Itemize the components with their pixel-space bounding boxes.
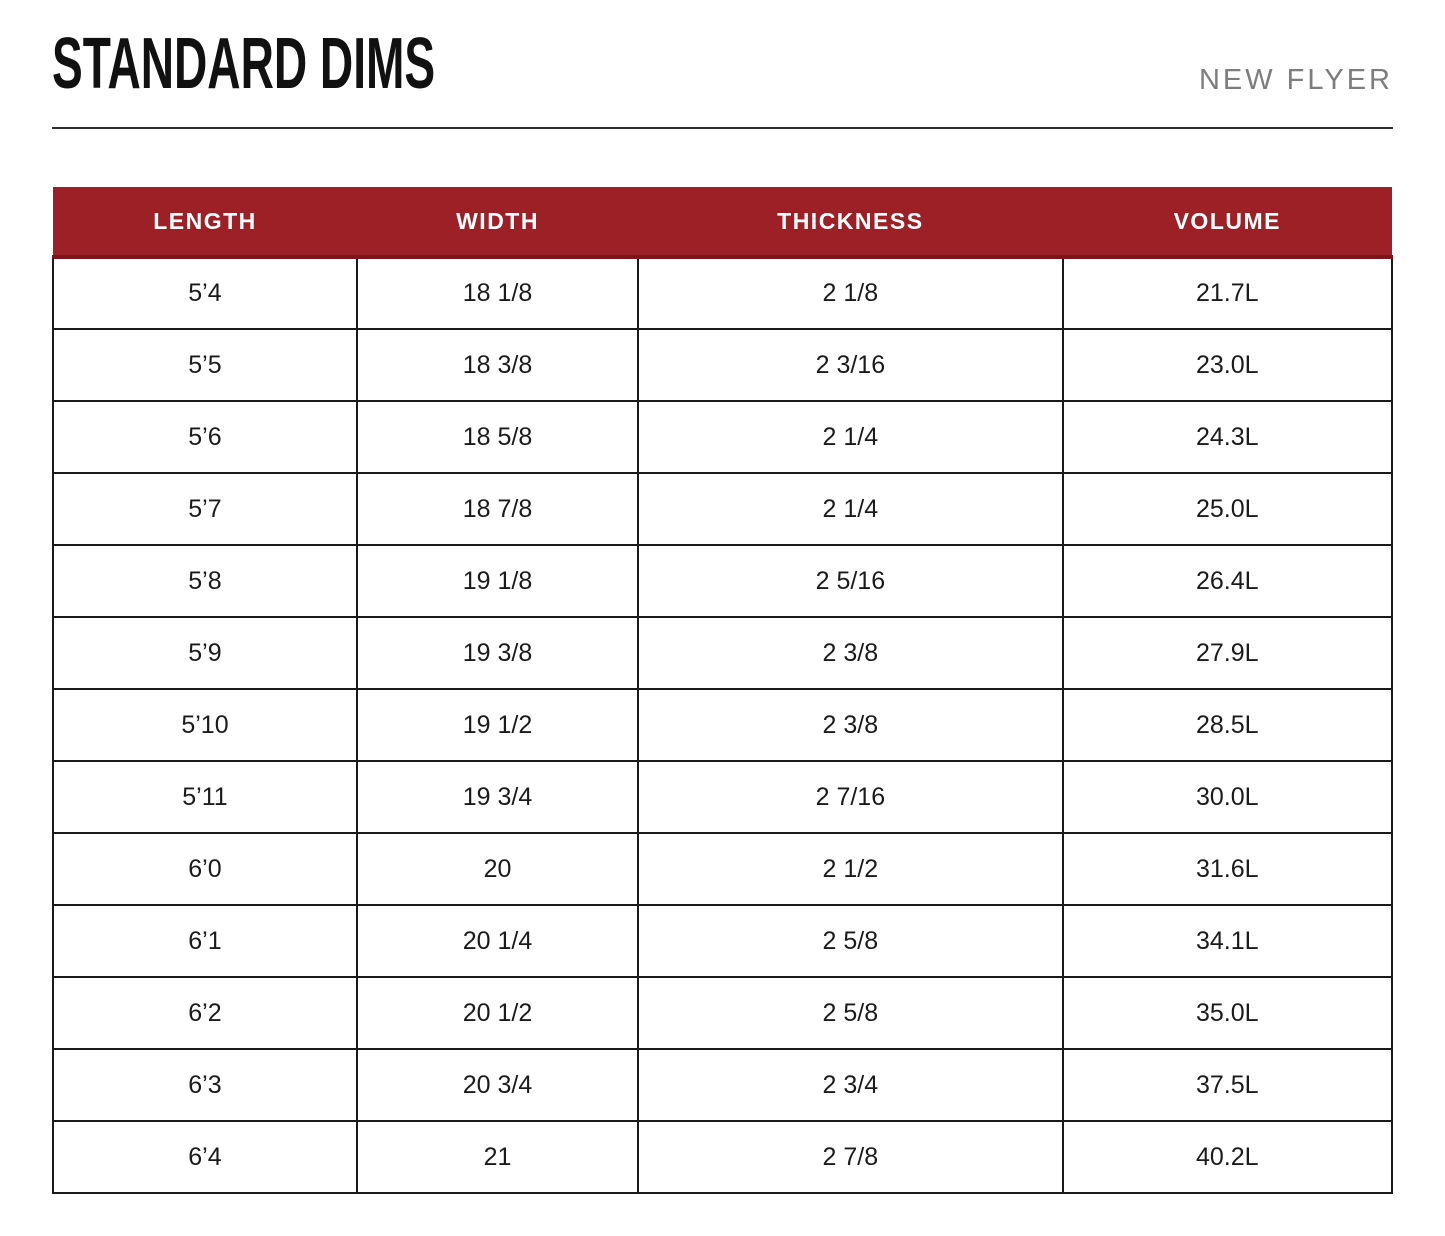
dims-table-body: 5’4 18 1/8 2 1/8 21.7L 5’5 18 3/8 2 3/16 23.0L 5… (52, 256, 1394, 1194)
table-cell: 2 3/8 (637, 616, 1064, 690)
table-cell: 27.9L (1061, 616, 1394, 690)
table-row: 6’1 20 1/4 2 5/8 34.1L (52, 904, 1394, 978)
table-cell: 37.5L (1061, 1048, 1394, 1122)
table-cell: 20 (355, 832, 640, 906)
column-header-length: LENGTH (53, 187, 357, 259)
table-cell: 20 1/2 (355, 976, 640, 1050)
table-row: 5’5 18 3/8 2 3/16 23.0L (52, 328, 1394, 402)
table-cell: 28.5L (1061, 688, 1394, 762)
table-cell: 18 3/8 (355, 328, 640, 402)
table-cell: 19 1/8 (355, 544, 640, 618)
table-cell: 19 1/2 (355, 688, 640, 762)
table-cell: 5’8 (52, 544, 358, 618)
table-cell: 2 3/8 (637, 688, 1064, 762)
table-cell: 6’1 (52, 904, 358, 978)
dims-table: LENGTH WIDTH THICKNESS VOLUME 5’4 18 1/8 2… (52, 187, 1394, 1194)
table-cell: 25.0L (1061, 472, 1394, 546)
table-cell: 21.7L (1061, 256, 1394, 330)
header-row: LENGTH WIDTH THICKNESS VOLUME (53, 187, 1392, 259)
table-row: 5’9 19 3/8 2 3/8 27.9L (52, 616, 1394, 690)
table-cell: 31.6L (1061, 832, 1394, 906)
table-cell: 2 7/16 (637, 760, 1064, 834)
table-row: 6’0 20 2 1/2 31.6L (52, 832, 1394, 906)
table-cell: 19 3/4 (355, 760, 640, 834)
table-cell: 18 1/8 (355, 256, 640, 330)
table-row: 6’4 21 2 7/8 40.2L (52, 1120, 1394, 1194)
table-cell: 23.0L (1061, 328, 1394, 402)
table-cell: 20 3/4 (355, 1048, 640, 1122)
table-cell: 2 1/4 (637, 400, 1064, 474)
column-header-volume: VOLUME (1062, 187, 1392, 259)
table-cell: 2 5/8 (637, 904, 1064, 978)
table-cell: 6’4 (52, 1120, 358, 1194)
table-cell: 18 5/8 (355, 400, 640, 474)
table-cell: 24.3L (1061, 400, 1394, 474)
table-row: 6’3 20 3/4 2 3/4 37.5L (52, 1048, 1394, 1122)
table-cell: 5’10 (52, 688, 358, 762)
table-cell: 2 1/4 (637, 472, 1064, 546)
dims-table-header: LENGTH WIDTH THICKNESS VOLUME (53, 187, 1392, 259)
table-cell: 6’3 (52, 1048, 358, 1122)
table-cell: 35.0L (1061, 976, 1394, 1050)
table-row: 6’2 20 1/2 2 5/8 35.0L (52, 976, 1394, 1050)
table-cell: 5’4 (52, 256, 358, 330)
model-name-label: NEW FLYER (1198, 64, 1393, 96)
table-cell: 5’5 (52, 328, 358, 402)
title-divider (52, 127, 1393, 129)
table-cell: 5’7 (52, 472, 358, 546)
table-cell: 2 3/16 (637, 328, 1064, 402)
table-cell: 2 5/8 (637, 976, 1064, 1050)
table-cell: 2 3/4 (637, 1048, 1064, 1122)
table-row: 5’4 18 1/8 2 1/8 21.7L (52, 256, 1394, 330)
table-cell: 2 1/2 (637, 832, 1064, 906)
table-cell: 5’11 (52, 760, 358, 834)
table-cell: 19 3/8 (355, 616, 640, 690)
table-cell: 5’6 (52, 400, 358, 474)
column-header-thickness: THICKNESS (638, 187, 1063, 259)
table-cell: 6’2 (52, 976, 358, 1050)
table-row: 5’8 19 1/8 2 5/16 26.4L (52, 544, 1394, 618)
table-cell: 40.2L (1061, 1120, 1394, 1194)
table-cell: 21 (355, 1120, 640, 1194)
title-row: STANDARD DIMS NEW FLYER (52, 23, 1393, 104)
table-cell: 5’9 (52, 616, 358, 690)
table-cell: 26.4L (1061, 544, 1394, 618)
page-title: STANDARD DIMS (52, 23, 436, 104)
table-cell: 34.1L (1061, 904, 1394, 978)
table-cell: 6’0 (52, 832, 358, 906)
table-cell: 20 1/4 (355, 904, 640, 978)
table-cell: 2 7/8 (637, 1120, 1064, 1194)
table-cell: 2 1/8 (637, 256, 1064, 330)
table-cell: 2 5/16 (637, 544, 1064, 618)
column-header-width: WIDTH (356, 187, 639, 259)
table-row: 5’7 18 7/8 2 1/4 25.0L (52, 472, 1394, 546)
table-row: 5’11 19 3/4 2 7/16 30.0L (52, 760, 1394, 834)
table-row: 5’10 19 1/2 2 3/8 28.5L (52, 688, 1394, 762)
table-cell: 30.0L (1061, 760, 1394, 834)
table-row: 5’6 18 5/8 2 1/4 24.3L (52, 400, 1394, 474)
table-cell: 18 7/8 (355, 472, 640, 546)
